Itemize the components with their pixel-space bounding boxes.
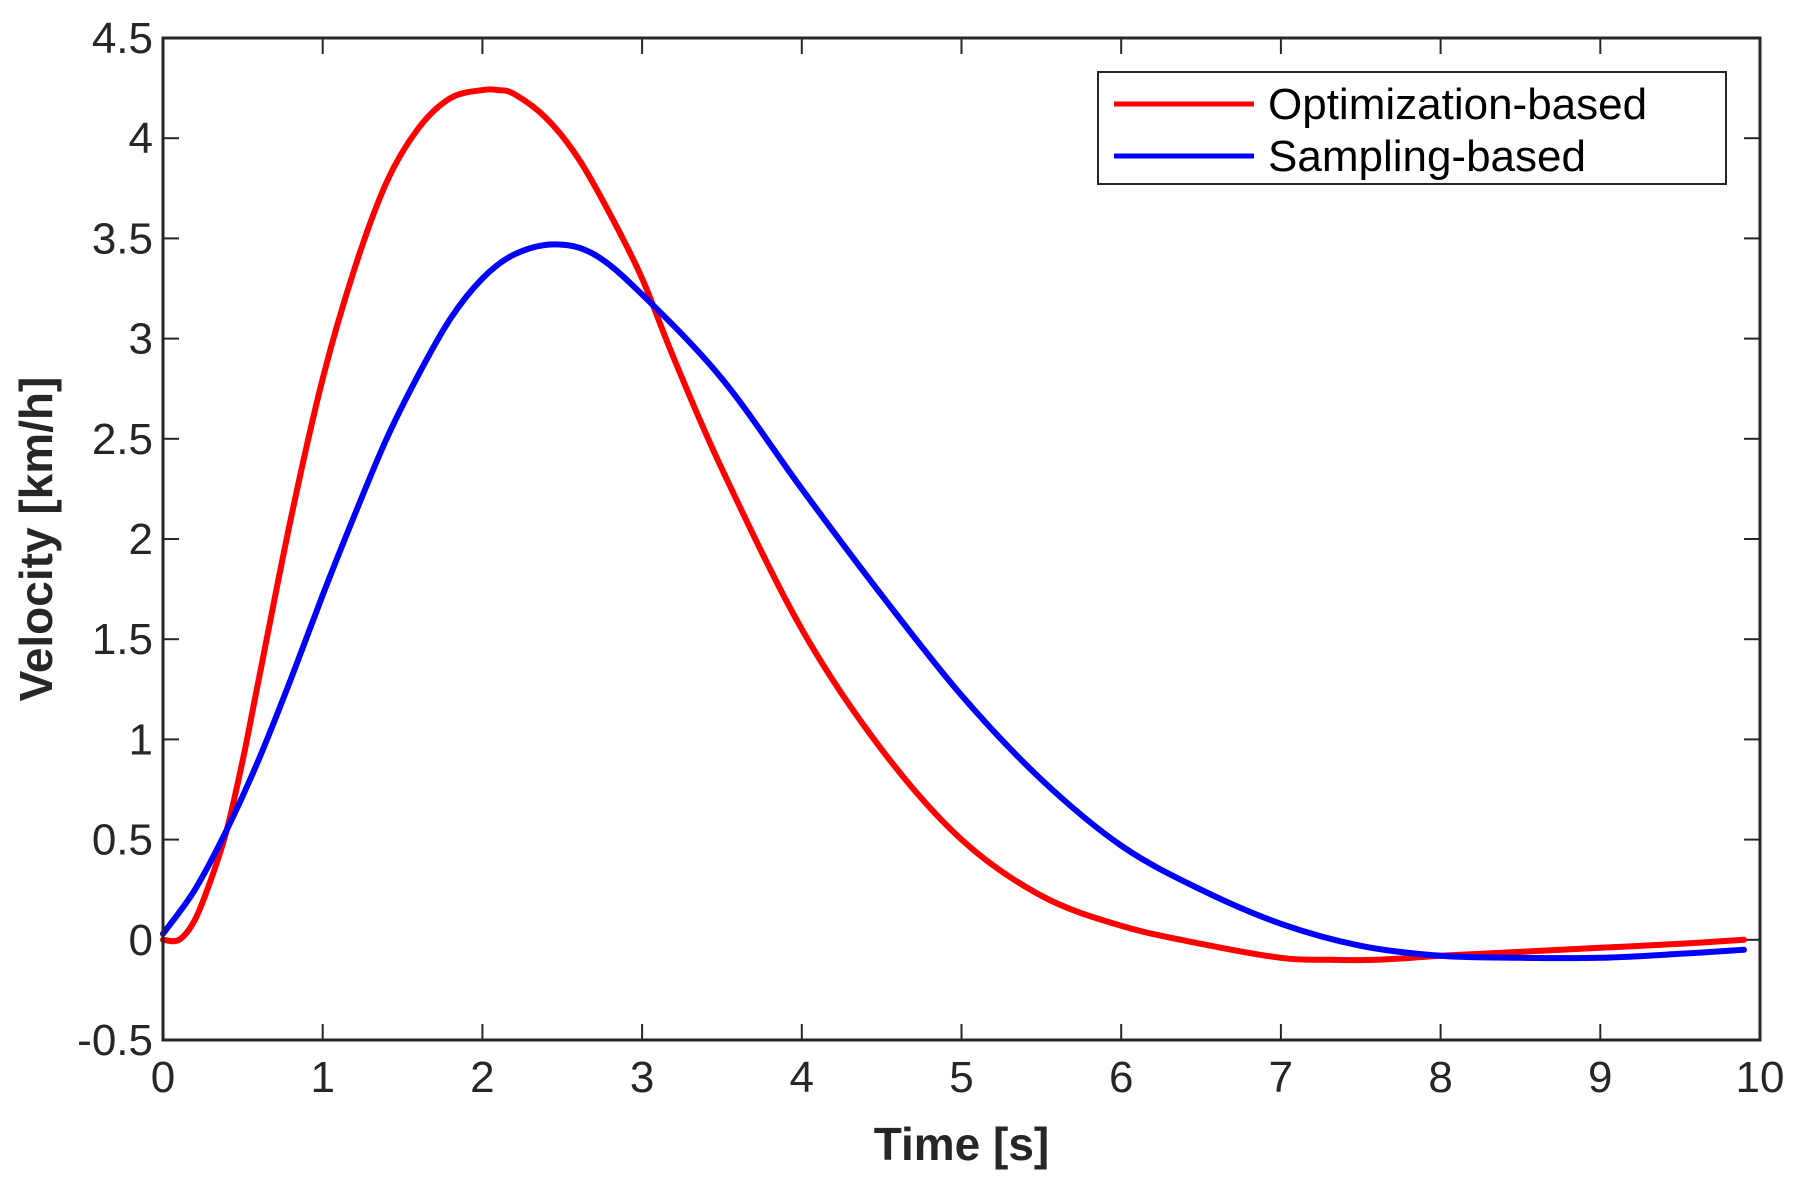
x-tick-label: 4 [790,1053,814,1102]
y-tick-label: 1 [129,715,153,764]
legend-label-sampling: Sampling-based [1268,132,1586,181]
legend-box [1097,71,1727,185]
x-tick-label: 8 [1428,1053,1452,1102]
y-tick-label: 3.5 [92,214,153,263]
y-tick-label: 0 [129,916,153,965]
x-tick-label: 2 [470,1053,494,1102]
y-tick-label: 2 [129,515,153,564]
series-lines [160,86,1747,964]
x-axis-label: Time [s] [874,1118,1050,1170]
tick-labels: 0 1 2 3 4 5 6 7 8 9 10-0.500.511.522.533.544.5 [77,14,1784,1102]
series-line-sampling [160,241,1747,962]
legend: Optimization-based Sampling-based [1097,71,1727,185]
y-tick-label: 4.5 [92,14,153,63]
x-tick-label: 10 [1736,1053,1785,1102]
y-tick-label: 0.5 [92,816,153,865]
x-tick-label: 1 [310,1053,334,1102]
x-tick-label: 3 [630,1053,654,1102]
x-tick-label: 9 [1588,1053,1612,1102]
legend-label-optimization: Optimization-based [1268,80,1647,129]
plot-area [163,38,1760,1040]
y-tick-label: 2.5 [92,415,153,464]
y-tick-label: -0.5 [77,1016,153,1065]
y-axis-label: Velocity [km/h] [10,377,62,702]
x-tick-label: 6 [1109,1053,1133,1102]
x-tick-label: 5 [949,1053,973,1102]
series-line-optimization [160,86,1747,964]
y-tick-label: 1.5 [92,615,153,664]
y-tick-label: 4 [129,114,153,163]
x-tick-label: 7 [1269,1053,1293,1102]
y-tick-label: 3 [129,315,153,364]
plot-frame [161,36,1762,1042]
x-tick-label: 0 [151,1053,175,1102]
